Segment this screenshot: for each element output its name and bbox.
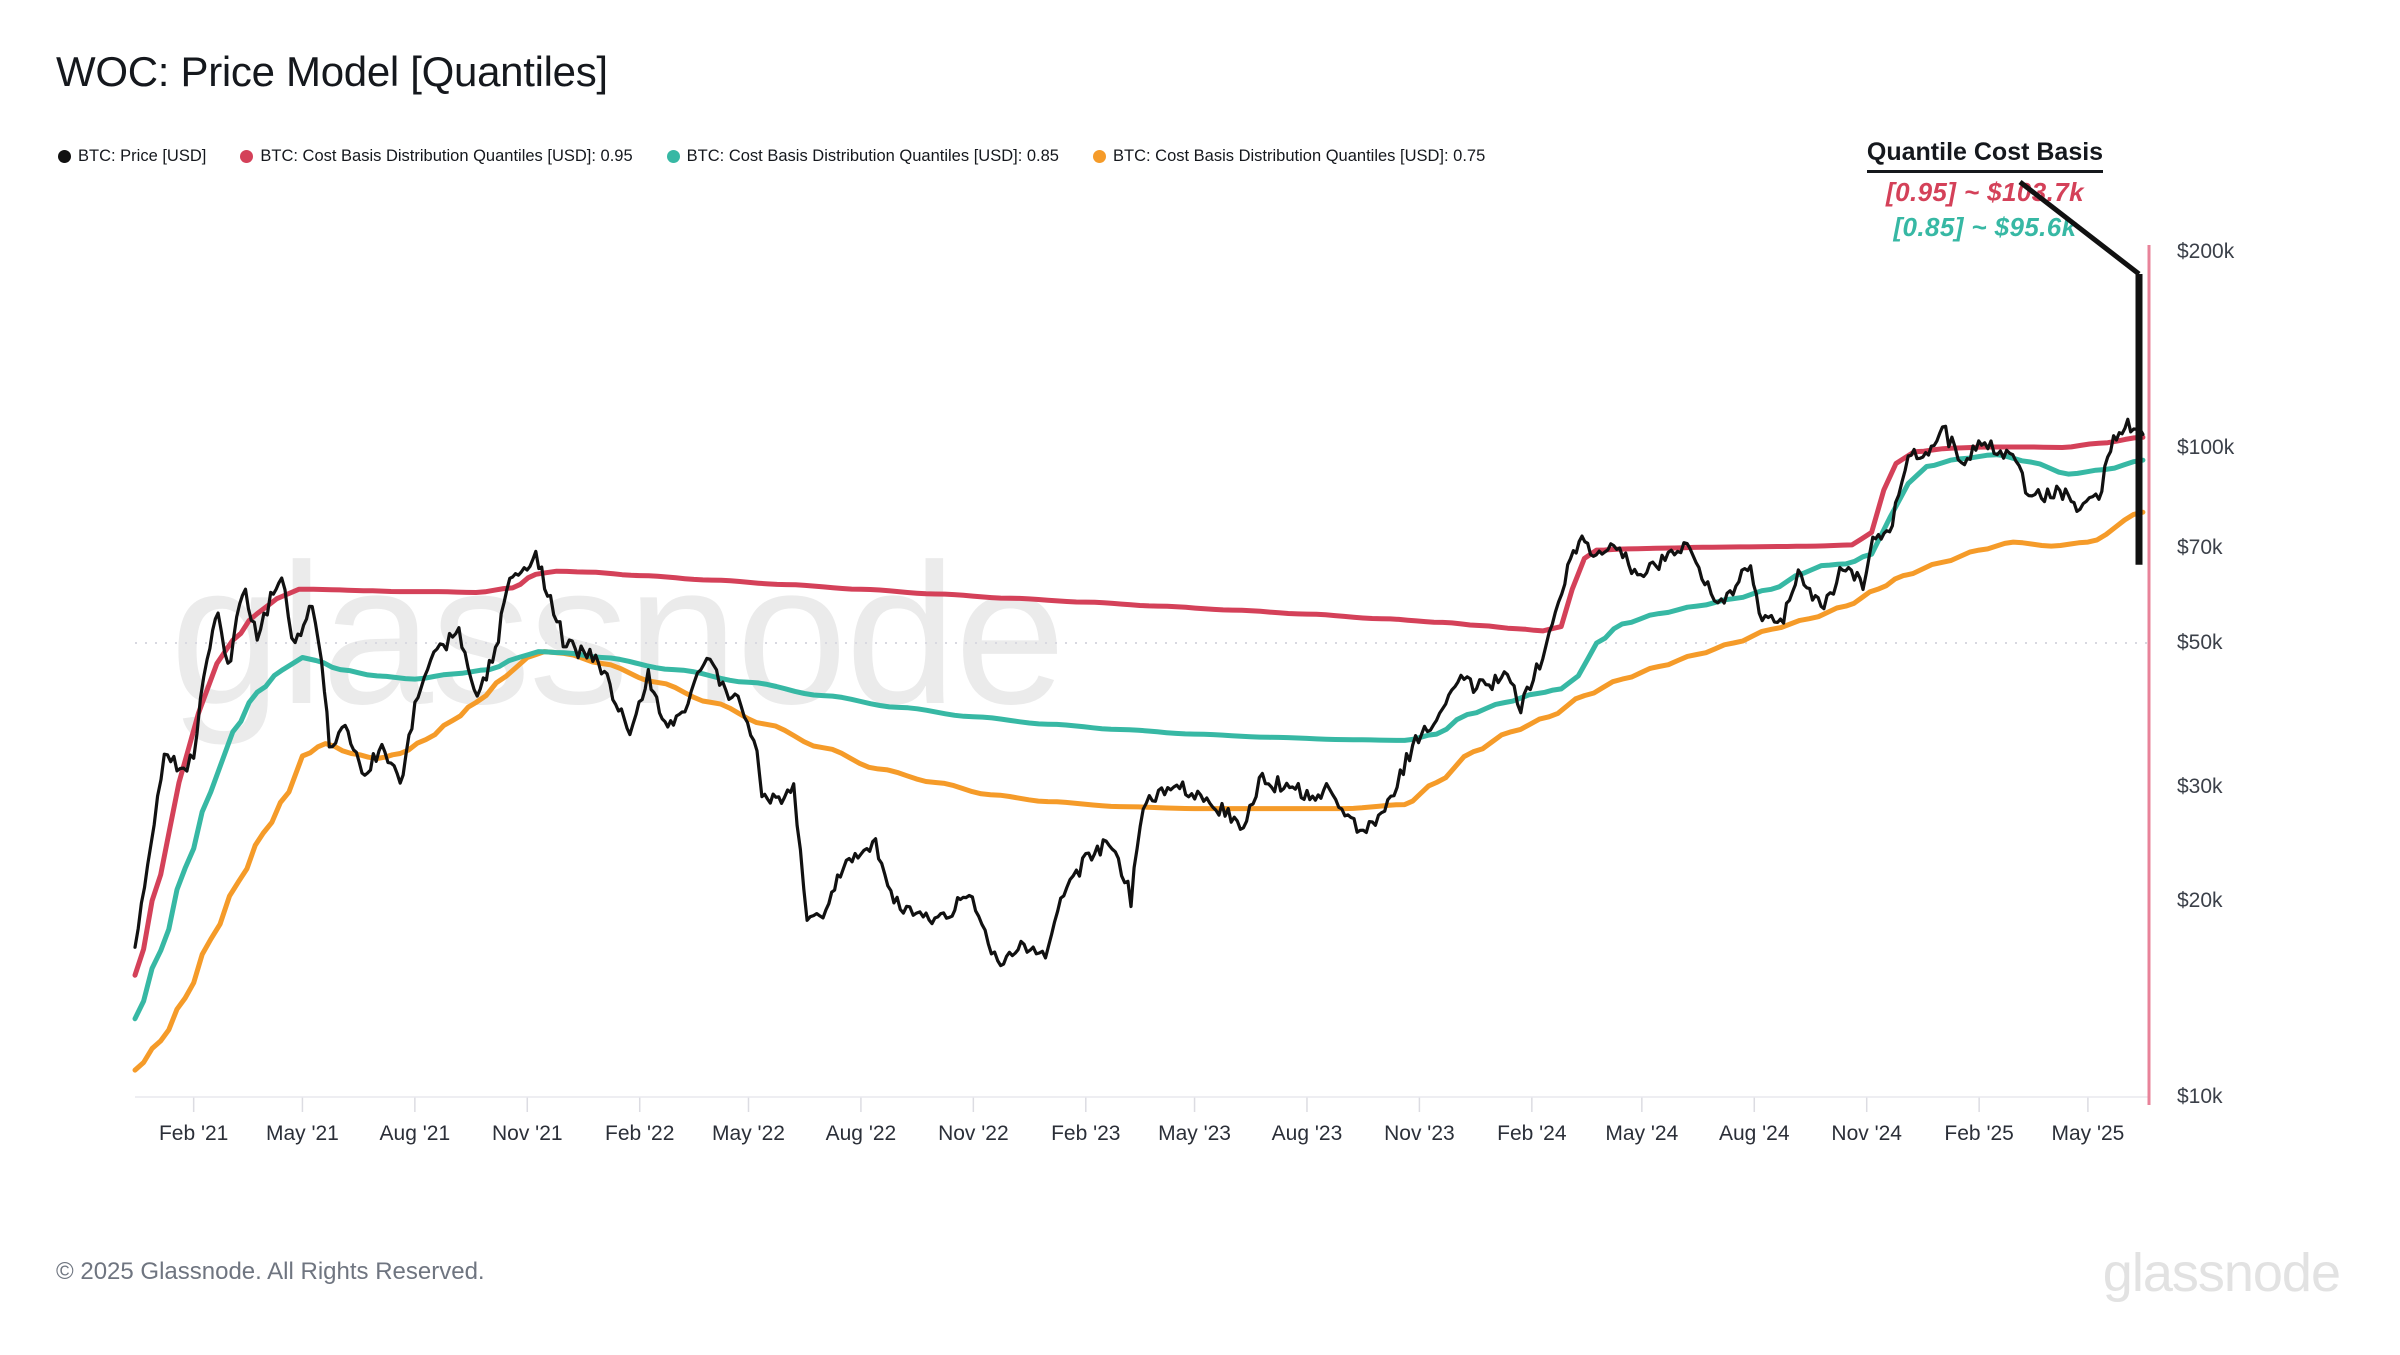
- y-axis-tick-label: $50k: [2177, 631, 2223, 655]
- x-axis-tick-label: May '21: [265, 1122, 339, 1145]
- chart-legend: BTC: Price [USD] BTC: Cost Basis Distrib…: [58, 148, 1485, 165]
- legend-item-label: BTC: Cost Basis Distribution Quantiles […: [1112, 147, 1486, 165]
- x-axis-tick-label: Feb '21: [158, 1122, 229, 1145]
- x-axis-tick-label: Aug '24: [1718, 1122, 1790, 1145]
- y-axis-tick-label: $10k: [2177, 1085, 2223, 1108]
- x-axis-tick-label: May '24: [1605, 1122, 1679, 1145]
- callout-row-085: [0.85] ~ $95.6k: [1893, 212, 2077, 243]
- y-axis-tick-label: $200k: [2177, 240, 2235, 263]
- x-axis-tick-label: May '25: [2051, 1122, 2125, 1145]
- x-axis-tick-label: Nov '24: [1831, 1122, 1902, 1145]
- legend-item-quantile-095[interactable]: BTC: Cost Basis Distribution Quantiles […: [240, 147, 633, 165]
- x-axis-tick-label: Feb '25: [1944, 1122, 2014, 1145]
- legend-item-price[interactable]: BTC: Price [USD]: [58, 148, 206, 165]
- x-axis-tick-label: Nov '21: [492, 1122, 563, 1145]
- callout-title: Quantile Cost Basis: [1866, 138, 2104, 173]
- legend-item-label: BTC: Price [USD]: [78, 147, 207, 165]
- x-axis-tick-label: Feb '23: [1051, 1122, 1121, 1145]
- legend-dot-icon: [240, 149, 254, 163]
- legend-item-label: BTC: Cost Basis Distribution Quantiles […: [686, 147, 1059, 165]
- legend-item-quantile-085[interactable]: BTC: Cost Basis Distribution Quantiles […: [666, 147, 1059, 165]
- x-axis-tick-label: Aug '22: [825, 1122, 897, 1145]
- y-axis-tick-label: $20k: [2177, 889, 2223, 913]
- x-axis-tick-label: Aug '21: [379, 1122, 451, 1145]
- callout-row-095: [0.95] ~ $103.7k: [1886, 176, 2084, 207]
- x-axis-tick-label: Nov '23: [1384, 1122, 1455, 1145]
- x-axis-tick-label: May '22: [712, 1122, 785, 1145]
- x-axis-tick-label: May '23: [1158, 1122, 1231, 1145]
- legend-item-quantile-075[interactable]: BTC: Cost Basis Distribution Quantiles […: [1092, 147, 1486, 165]
- footer-copyright: © 2025 Glassnode. All Rights Reserved.: [56, 1258, 485, 1285]
- x-axis-tick-label: Aug '23: [1271, 1122, 1343, 1145]
- x-axis-tick-label: Feb '24: [1497, 1122, 1567, 1145]
- page-title: WOC: Price Model [Quantiles]: [56, 48, 608, 95]
- legend-dot-icon: [666, 149, 680, 163]
- legend-dot-icon: [1092, 149, 1106, 163]
- x-axis-tick-label: Feb '22: [605, 1122, 675, 1145]
- quantile-cost-basis-callout: Quantile Cost Basis [0.95] ~ $103.7k [0.…: [1820, 138, 2150, 244]
- glassnode-watermark: glassnode: [170, 523, 1066, 746]
- y-axis-tick-label: $100k: [2177, 435, 2235, 459]
- legend-item-label: BTC: Cost Basis Distribution Quantiles […: [260, 147, 633, 165]
- y-axis-tick-label: $70k: [2177, 536, 2223, 560]
- legend-dot-icon: [58, 149, 71, 163]
- x-axis-tick-label: Nov '22: [938, 1122, 1009, 1145]
- y-axis-tick-label: $30k: [2177, 775, 2223, 799]
- glassnode-logo: glassnode: [2102, 1243, 2341, 1303]
